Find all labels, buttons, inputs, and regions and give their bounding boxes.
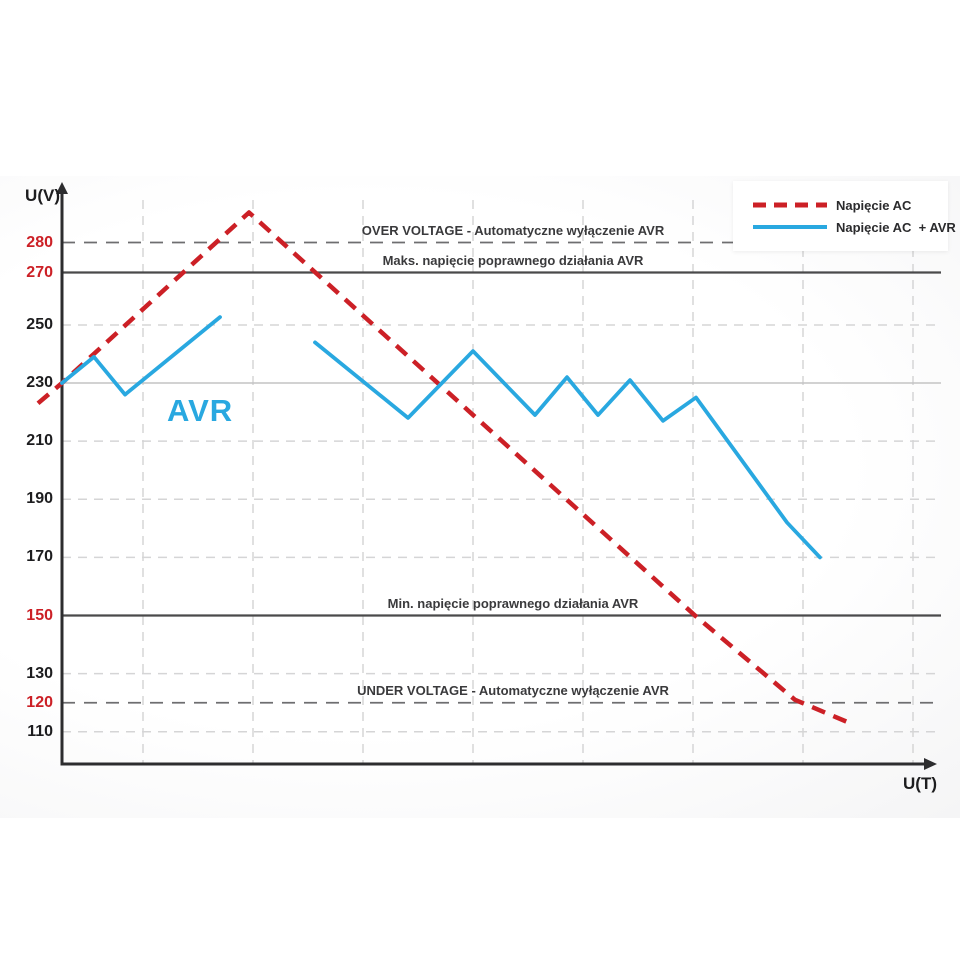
- plot-background: [0, 176, 960, 818]
- y-tick-label-170: 170: [26, 548, 53, 565]
- y-tick-label-120: 120: [26, 694, 53, 711]
- y-axis-arrow-icon: [56, 182, 68, 194]
- y-tick-label-150: 150: [26, 607, 53, 624]
- series-napiecie-ac: [36, 210, 851, 726]
- x-axis-title: U(T): [903, 774, 937, 793]
- legend-label: Napięcie AC + AVR: [836, 219, 956, 235]
- series-napiecie-ac-avr: [313, 340, 822, 560]
- reference-line-label-270: Maks. napięcie poprawnego działania AVR: [382, 253, 644, 268]
- y-tick-label-270: 270: [26, 264, 53, 281]
- legend-item-napiecie-ac: Napięcie AC: [753, 194, 948, 216]
- solid-line-icon: [753, 225, 827, 229]
- reference-line-label-280: OVER VOLTAGE - Automatyczne wyłączenie A…: [361, 223, 665, 238]
- y-tick-label-190: 190: [26, 490, 53, 507]
- y-axis-title: U(V): [25, 186, 60, 205]
- y-tick-label-280: 280: [26, 234, 53, 251]
- x-axis-arrow-icon: [924, 758, 937, 770]
- y-tick-label-230: 230: [26, 374, 53, 391]
- dashed-line-icon: [753, 202, 827, 208]
- legend-item-napiecie-ac-avr: Napięcie AC + AVR: [753, 216, 956, 238]
- reference-line-label-120: UNDER VOLTAGE - Automatyczne wyłączenie …: [357, 683, 669, 698]
- y-tick-label-130: 130: [26, 665, 53, 682]
- reference-line-label-150: Min. napięcie poprawnego działania AVR: [387, 596, 639, 611]
- y-tick-label-110: 110: [27, 723, 53, 740]
- series-napiecie-ac-avr: [60, 315, 222, 397]
- legend: Napięcie AC Napięcie AC + AVR: [733, 181, 956, 251]
- y-tick-label-250: 250: [26, 316, 53, 333]
- y-tick-label-210: 210: [26, 432, 53, 449]
- legend-label: Napięcie AC: [836, 197, 912, 213]
- avr-watermark: AVR: [167, 393, 234, 428]
